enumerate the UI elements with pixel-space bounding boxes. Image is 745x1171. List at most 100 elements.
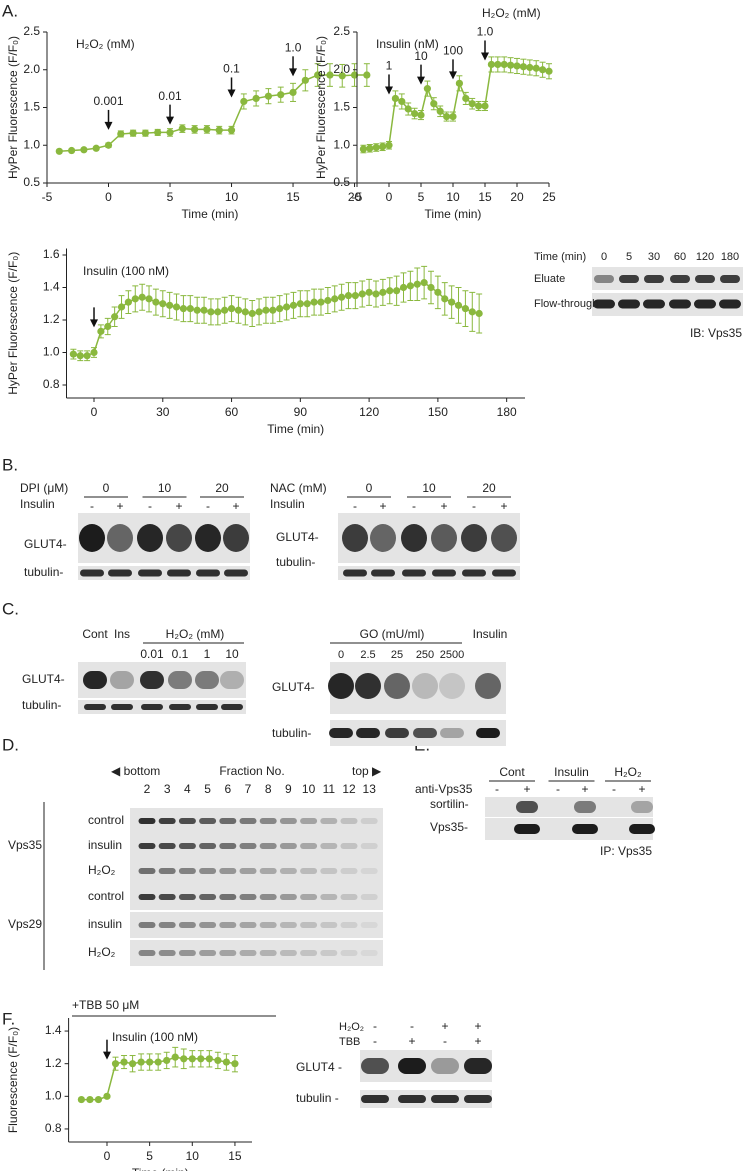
- data-point: [413, 280, 421, 288]
- band: [320, 818, 338, 824]
- dose-label: 2500: [440, 649, 464, 661]
- band: [83, 671, 107, 689]
- data-point: [117, 130, 125, 138]
- data-point: [264, 92, 273, 100]
- data-point: [92, 144, 100, 152]
- band: [355, 673, 381, 699]
- band: [328, 673, 354, 699]
- dose-label: 2.5: [360, 649, 375, 661]
- label: GO (mU/ml): [360, 627, 425, 641]
- data-point: [324, 296, 332, 305]
- data-point: [159, 300, 167, 308]
- x-tick-label: 20: [348, 190, 362, 204]
- data-point: [366, 144, 374, 152]
- sign: +: [232, 499, 239, 513]
- arrow-head: [385, 86, 393, 95]
- data-point: [214, 1056, 222, 1065]
- sign: -: [612, 782, 616, 796]
- dose-label: 250: [416, 649, 434, 661]
- x-tick-label: 5: [418, 190, 425, 204]
- band: [320, 868, 338, 874]
- group-label: Insulin: [554, 765, 589, 779]
- series-line: [363, 63, 550, 150]
- band: [300, 950, 318, 956]
- data-point: [221, 306, 229, 314]
- label: Fraction No.: [219, 764, 284, 778]
- band: [300, 894, 318, 900]
- annotation-label: H₂O₂ (mM): [482, 6, 541, 20]
- blot: [130, 940, 383, 966]
- band: [108, 569, 132, 577]
- band: [340, 894, 358, 900]
- y-tick-label: 0.5: [23, 175, 40, 189]
- group-label: Vps35: [8, 838, 42, 852]
- data-point: [124, 298, 132, 306]
- row-label: GLUT4-: [276, 530, 319, 544]
- annotation: 1.0: [285, 40, 302, 54]
- band: [196, 569, 220, 577]
- group-label: Cont: [499, 765, 525, 779]
- y-tick-label: 1.4: [43, 280, 60, 294]
- band: [138, 894, 156, 900]
- band: [719, 299, 741, 309]
- annotation: 10: [414, 49, 428, 63]
- data-point: [197, 1055, 205, 1063]
- band: [138, 922, 156, 928]
- lane-label: 60: [674, 251, 686, 263]
- band: [360, 868, 378, 874]
- data-point: [385, 141, 393, 149]
- sign: +: [441, 1019, 448, 1033]
- band: [491, 524, 517, 552]
- sign: -: [148, 499, 152, 513]
- data-point: [166, 301, 174, 309]
- band: [431, 524, 457, 552]
- data-point: [372, 290, 380, 298]
- data-point: [94, 1095, 103, 1104]
- band: [141, 704, 163, 710]
- data-point: [282, 303, 291, 311]
- data-point: [154, 1058, 162, 1066]
- data-point: [131, 295, 139, 303]
- arrow-head: [289, 68, 298, 77]
- y-tick-label: 0.8: [43, 377, 60, 391]
- data-point: [180, 1055, 188, 1063]
- arrow-head: [90, 319, 99, 328]
- lane-label: 0: [601, 251, 607, 263]
- band: [219, 843, 237, 849]
- arrow-head: [227, 89, 236, 98]
- series-line: [73, 281, 480, 357]
- data-point: [398, 97, 406, 106]
- label: Insulin: [473, 627, 508, 641]
- data-point: [326, 71, 334, 79]
- band: [166, 524, 192, 552]
- band: [361, 1095, 389, 1103]
- data-point: [399, 283, 408, 292]
- band: [223, 524, 249, 552]
- y-tick-label: 1.6: [43, 247, 60, 261]
- data-point: [207, 308, 215, 316]
- band: [279, 843, 297, 849]
- sign: -: [472, 499, 476, 513]
- lane-label: 5: [626, 251, 632, 263]
- band: [199, 843, 217, 849]
- lane-label: 180: [721, 251, 739, 263]
- band: [514, 824, 540, 834]
- row-label: Eluate: [534, 273, 565, 285]
- y-tick-label: 2.5: [333, 24, 350, 38]
- data-point: [350, 71, 359, 79]
- fraction-label: 2: [144, 782, 151, 796]
- data-point: [178, 125, 186, 133]
- y-tick-label: 1.0: [23, 137, 40, 151]
- band: [111, 704, 133, 710]
- band: [398, 1058, 426, 1074]
- band: [431, 1095, 459, 1103]
- data-point: [205, 1055, 213, 1063]
- row-label: H₂O₂: [88, 945, 116, 959]
- band: [695, 275, 715, 283]
- band: [343, 569, 367, 577]
- band: [84, 704, 106, 710]
- band: [167, 569, 191, 577]
- data-point: [277, 91, 285, 99]
- data-point: [179, 305, 188, 313]
- data-point: [234, 306, 243, 314]
